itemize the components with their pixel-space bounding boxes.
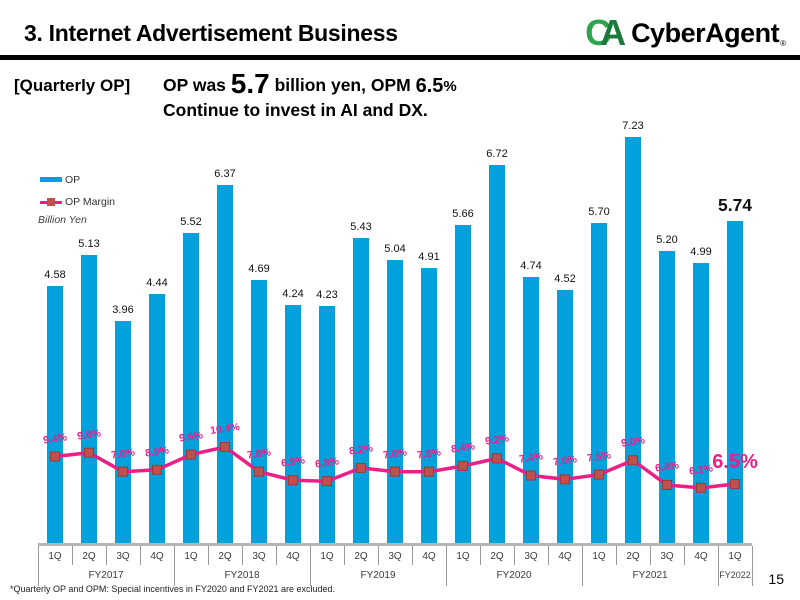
registered-trademark-icon: ® (780, 39, 786, 48)
op-margin-marker (50, 451, 60, 462)
logo-wordmark: CyberAgent (631, 17, 780, 48)
op-margin-marker (288, 475, 298, 486)
op-margin-marker (322, 476, 332, 487)
subtitle-label: [Quarterly OP] (14, 76, 131, 95)
logo-ca-mark-c-icon: C (585, 12, 611, 53)
op-margin-swatch-icon (40, 197, 62, 206)
page-number: 15 (768, 571, 784, 587)
op-margin-marker (526, 470, 536, 481)
op-margin-marker (492, 453, 502, 464)
op-margin-marker (696, 482, 706, 493)
legend-item-op-margin: OP Margin (40, 194, 115, 209)
page-title: 3. Internet Advertisement Business (24, 20, 398, 46)
subtitle-percent-sign: % (443, 78, 457, 95)
op-margin-marker (186, 449, 196, 460)
op-margin-marker (152, 464, 162, 475)
subtitle-op-value: 5.7 (230, 68, 270, 99)
op-margin-marker (458, 461, 468, 471)
legend-op-label: OP (65, 173, 81, 186)
op-margin-marker (560, 474, 570, 485)
op-bar-swatch-icon (40, 177, 62, 182)
legend-item-op: OP (40, 172, 115, 187)
cyberagent-logo: C A CyberAgent ® (585, 12, 786, 54)
x-axis-baseline (38, 543, 752, 546)
subtitle-headline-pre: OP was (163, 75, 231, 95)
op-margin-marker (594, 469, 604, 480)
op-margin-marker (730, 479, 740, 490)
logo-ca-mark-a-icon: A (600, 12, 627, 53)
subtitle-secondline: Continue to invest in AI and DX. (163, 100, 428, 120)
op-margin-marker (662, 480, 672, 490)
chart-legend: OP OP Margin (40, 172, 115, 216)
op-margin-marker (254, 466, 264, 477)
title-underline (0, 55, 800, 60)
subtitle-opm-value: 6.5 (415, 75, 444, 97)
op-margin-marker (84, 447, 94, 458)
subtitle-headline-mid: billion yen, OPM (269, 75, 416, 95)
legend-op-margin-label: OP Margin (65, 195, 115, 208)
op-margin-marker (356, 462, 366, 473)
op-margin-marker (628, 455, 638, 466)
footnote: *Quarterly OP and OPM: Special incentive… (10, 584, 336, 594)
op-margin-marker (220, 442, 230, 452)
op-margin-marker (390, 466, 400, 477)
op-margin-marker (424, 466, 434, 477)
axis-unit-label: Billion Yen (38, 214, 87, 226)
subtitle-headline: OP was 5.7 billion yen, OPM 6.5% (163, 68, 457, 100)
op-margin-marker (118, 466, 128, 477)
